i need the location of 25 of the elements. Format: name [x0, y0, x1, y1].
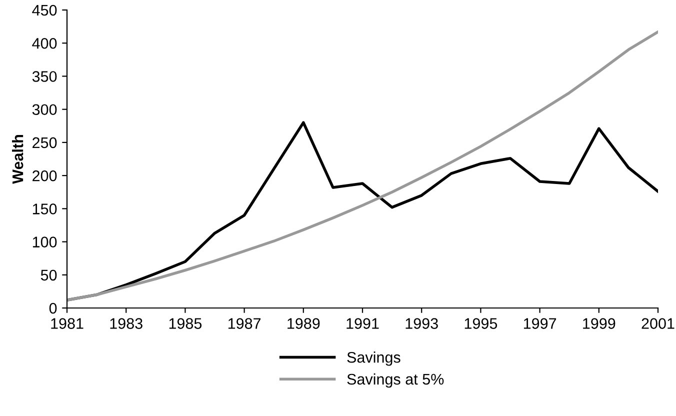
y-tick-label: 450	[32, 4, 57, 16]
x-tick-label: 2001	[642, 318, 674, 329]
legend-label: Savings	[347, 352, 400, 366]
x-tick-label: 1983	[110, 318, 142, 329]
y-tick-label: 250	[32, 137, 57, 148]
x-tick-label: 1981	[51, 318, 84, 329]
y-tick-label: 0	[49, 302, 57, 314]
x-tick-label: 1989	[288, 318, 320, 329]
line-series	[67, 30, 658, 302]
y-tick-label: 200	[32, 170, 57, 182]
y-tick-label: 400	[32, 38, 57, 49]
x-tick-label: 1995	[464, 318, 498, 329]
x-tick-label: 1991	[346, 318, 379, 329]
x-tick-label: 1999	[583, 318, 616, 329]
x-tick-label: 1985	[169, 318, 202, 329]
y-tick-label: 350	[32, 71, 57, 82]
x-tick-label: 1993	[406, 318, 438, 329]
y-tick-label: 50	[40, 270, 57, 281]
y-tick-label: 150	[32, 204, 57, 214]
y-axis-title: Wealth	[12, 135, 24, 184]
x-tick-label: 1997	[524, 318, 556, 329]
y-tick-label: 300	[32, 104, 57, 116]
x-tick-label: 1987	[228, 318, 261, 329]
y-tick-label: 100	[32, 236, 57, 248]
legend-label: Savings at 5%	[347, 373, 444, 388]
